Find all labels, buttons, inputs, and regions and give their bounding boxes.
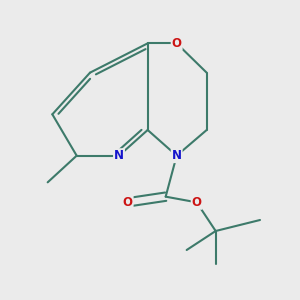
Text: O: O [123,196,133,209]
Text: N: N [114,149,124,162]
Text: O: O [192,196,202,209]
Text: O: O [172,37,182,50]
Text: N: N [172,149,182,162]
